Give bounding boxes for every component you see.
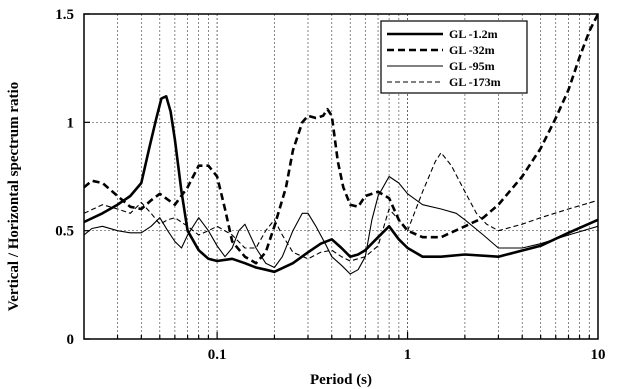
series-layer: [84, 14, 598, 275]
grid: [84, 14, 598, 339]
y-axis-label: Vertical / Horizontal spectrum ratio: [6, 82, 22, 311]
x-tick-label: 1: [404, 347, 412, 363]
series-line-2: [84, 14, 598, 265]
x-axis-ticks: 0.1 1 10: [116, 332, 606, 363]
series-line-4: [84, 152, 598, 262]
series-line-1: [84, 95, 598, 274]
x-tick-label: 0.1: [208, 347, 227, 363]
legend-label: GL -1.2m: [449, 27, 498, 41]
y-tick-label: 1.5: [55, 7, 74, 23]
legend-label: GL -32m: [449, 43, 495, 57]
y-tick-label: 0: [67, 332, 75, 348]
series-line-3: [84, 175, 598, 275]
legend-label: GL -95m: [449, 59, 495, 73]
plot-frame: [83, 13, 599, 340]
legend-box: [380, 20, 528, 94]
legend-label: GL -173m: [449, 75, 501, 89]
x-tick-label: 10: [591, 347, 606, 363]
y-axis-ticks: 0 0.5 1 1.5: [55, 7, 90, 348]
x-axis-label: Period (s): [310, 372, 372, 388]
y-tick-label: 1: [67, 115, 75, 131]
legend: GL -1.2m GL -32m GL -95m GL -173m: [380, 20, 528, 94]
y-tick-label: 0.5: [55, 224, 74, 240]
